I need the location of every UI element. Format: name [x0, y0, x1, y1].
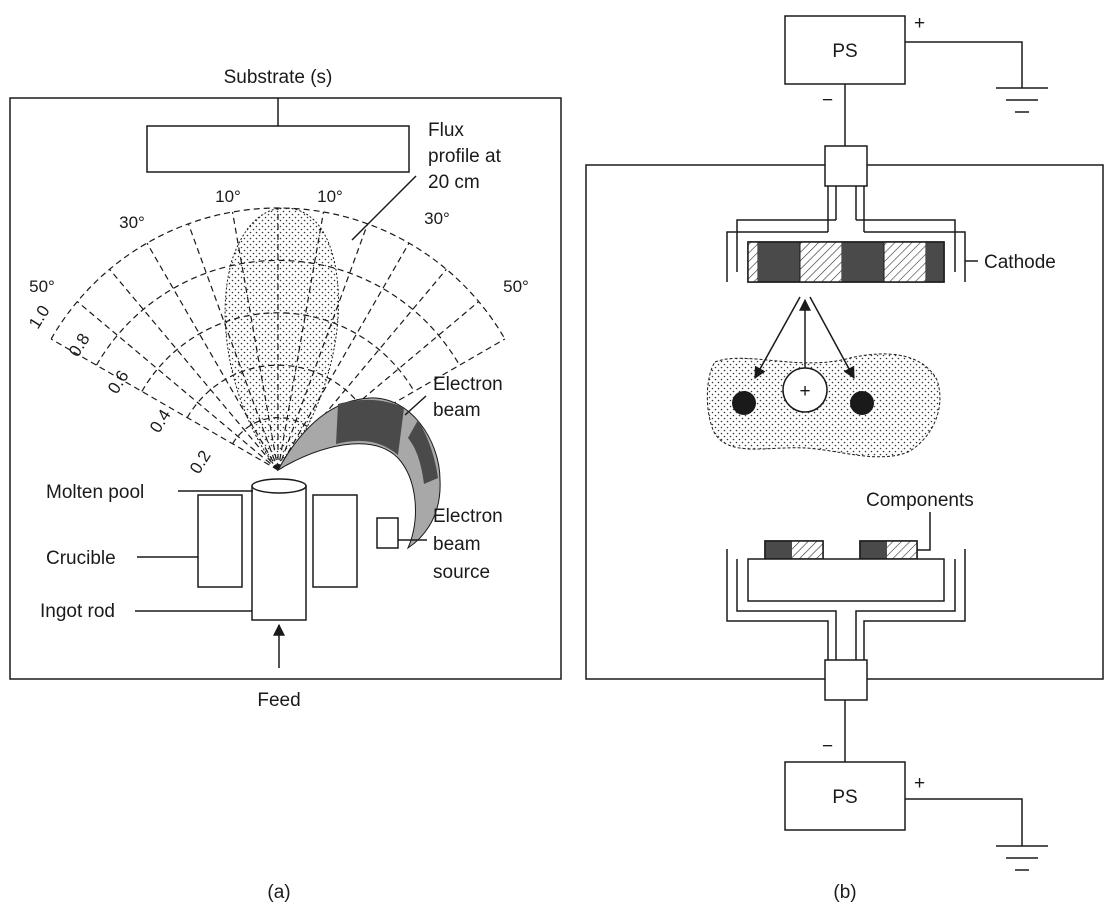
angle-label: 50°: [503, 277, 529, 296]
panel-b: PS + − Cathode +: [585, 13, 1104, 903]
source-label-1: Electron: [433, 506, 503, 527]
power-supply-bottom: [784, 761, 906, 831]
angle-label: 30°: [424, 209, 450, 228]
electron-right: [850, 391, 874, 415]
radial-label: 1.0: [25, 302, 54, 332]
radial-label: 0.2: [186, 447, 215, 477]
radial-label: 0.8: [65, 330, 94, 360]
ingot-rod: [251, 485, 307, 621]
feedthrough-top: [824, 145, 868, 187]
source-label-3: source: [433, 562, 490, 583]
minus-bottom: −: [822, 736, 833, 757]
polar-ray: [277, 223, 369, 471]
angle-label: 10°: [215, 187, 241, 206]
electron-left: [732, 391, 756, 415]
ps-top-label: PS: [832, 41, 857, 62]
crucible-left: [197, 494, 243, 588]
substrate: [146, 125, 410, 173]
angle-label: 50°: [29, 277, 55, 296]
beam-source: [376, 517, 399, 549]
molten-pool-label: Molten pool: [46, 482, 144, 503]
polar-arc: [95, 259, 461, 366]
radial-label: 0.6: [104, 367, 133, 397]
molten-pool: [251, 478, 307, 494]
angle-label: 30°: [119, 213, 145, 232]
substrate-holder: [747, 558, 945, 602]
polar-ray: [231, 211, 279, 471]
ps-bottom-label: PS: [832, 787, 857, 808]
polar-ray: [109, 268, 279, 471]
feed-label: Feed: [257, 690, 300, 711]
polar-ray: [50, 338, 279, 471]
plasma: [706, 353, 941, 458]
polar-arc: [141, 312, 415, 392]
ingot-rod-label: Ingot rod: [40, 601, 115, 622]
source-label-2: beam: [433, 534, 481, 555]
flux-label-3: 20 cm: [428, 172, 480, 193]
crucible-label: Crucible: [46, 548, 116, 569]
plus-top: +: [914, 13, 925, 34]
polar-ray: [76, 301, 279, 471]
plus-bottom: +: [914, 773, 925, 794]
feedthrough-bottom: [824, 659, 868, 701]
panel-a: Substrate (s) Flux profile at 20 cm 10° …: [9, 67, 562, 903]
polar-arc: [186, 364, 370, 418]
cathode-label: Cathode: [984, 252, 1056, 273]
polar-ray: [277, 242, 410, 471]
electron-beam-label-1: Electron: [433, 374, 503, 395]
radial-label: 0.4: [146, 406, 175, 436]
electron-beam-label-2: beam: [433, 400, 481, 421]
caption-b: (b): [833, 882, 856, 903]
polar-ray: [146, 242, 279, 471]
ion-sign: +: [799, 381, 810, 402]
flux-label-2: profile at: [428, 146, 502, 167]
polar-ray: [187, 223, 279, 471]
components-label: Components: [866, 490, 974, 511]
caption-a: (a): [267, 882, 290, 903]
flux-label-1: Flux: [428, 120, 464, 141]
crucible-right: [312, 494, 358, 588]
substrate-label: Substrate (s): [224, 67, 333, 88]
minus-top: −: [822, 90, 833, 111]
polar-ray: [277, 211, 325, 471]
angle-label: 10°: [317, 187, 343, 206]
chamber-a: [9, 97, 562, 680]
